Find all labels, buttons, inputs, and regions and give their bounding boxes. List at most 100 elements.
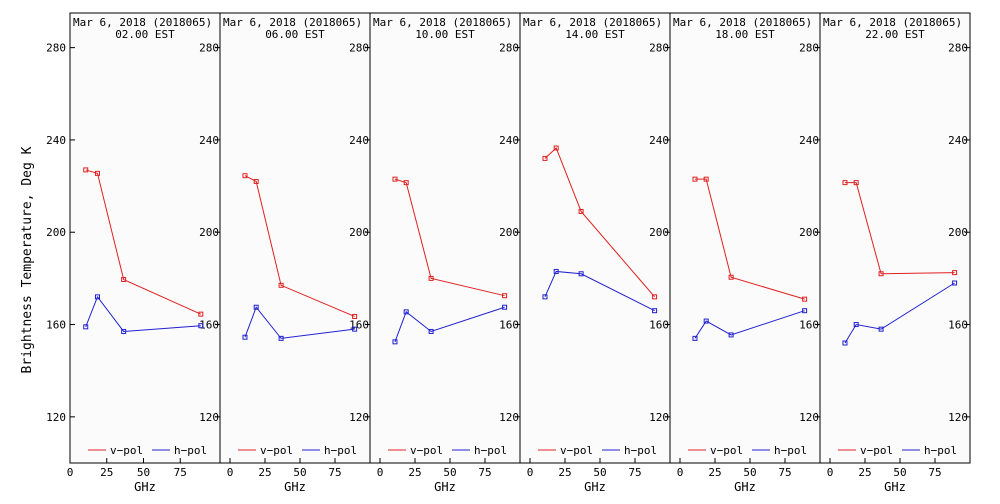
panel-5: Mar 6, 2018 (2018065)18.00 EST 120 160 200 2…: [669, 12, 821, 494]
y-tick-label: 160: [199, 319, 219, 332]
vpol-line: [85, 169, 202, 315]
hpol-line: [694, 310, 805, 339]
x-tick-label: 0: [67, 466, 74, 479]
y-axis-label: Brightness Temperature, Deg K: [20, 146, 35, 373]
x-tick-label: 0: [677, 466, 684, 479]
legend-vpol-label: v−pol: [410, 444, 443, 457]
x-axis-label: GHz: [884, 480, 906, 494]
y-tick-label: 200: [948, 226, 968, 239]
y-tick-label: 200: [46, 226, 66, 239]
y-tick-label: 280: [649, 42, 669, 55]
legend-vpol-label: v−pol: [260, 444, 293, 457]
vpol-point: [692, 176, 698, 182]
y-tick-label: 160: [46, 319, 66, 332]
x-tick-label: 75: [328, 466, 341, 479]
y-tick-label: 240: [499, 134, 519, 147]
y-tick-label: 200: [649, 226, 669, 239]
x-tick-label: 25: [858, 466, 871, 479]
y-tick-label: 240: [199, 134, 219, 147]
y-tick-label: 240: [349, 134, 369, 147]
legend-hpol-label: h−pol: [774, 444, 807, 457]
x-tick-label: 75: [778, 466, 791, 479]
hpol-point: [242, 334, 248, 340]
vpol-point: [842, 180, 848, 186]
panel-subtitle: 18.00 EST: [715, 28, 775, 41]
y-tick-label: 120: [799, 411, 819, 424]
vpol-point: [428, 275, 434, 281]
y-tick-label: 200: [499, 226, 519, 239]
panel-2: Mar 6, 2018 (2018065)06.00 EST 120 160 200 2…: [219, 12, 371, 494]
panel-6: Mar 6, 2018 (2018065)22.00 EST 120 160 200 2…: [819, 12, 971, 494]
panel-frame: [219, 12, 371, 464]
vpol-point: [853, 180, 859, 186]
hpol-line: [394, 306, 505, 343]
x-tick-label: 50: [893, 466, 906, 479]
hpol-point: [502, 304, 508, 310]
y-tick-label: 280: [948, 42, 968, 55]
y-tick-label: 280: [46, 42, 66, 55]
y-tick-label: 280: [349, 42, 369, 55]
panel-frame: [69, 12, 221, 464]
vpol-line: [244, 175, 355, 317]
x-axis-label: GHz: [284, 480, 306, 494]
legend-vpol-label: v−pol: [860, 444, 893, 457]
x-tick-label: 50: [743, 466, 756, 479]
x-tick-label: 0: [377, 466, 384, 479]
x-tick-label: 0: [827, 466, 834, 479]
hpol-point: [392, 339, 398, 345]
panel-title: Mar 6, 2018 (2018065): [673, 16, 812, 29]
vpol-point: [878, 271, 884, 277]
vpol-point: [703, 176, 709, 182]
panel-title: Mar 6, 2018 (2018065): [73, 16, 212, 29]
y-tick-label: 240: [799, 134, 819, 147]
hpol-line: [544, 270, 655, 312]
vpol-point: [121, 277, 127, 283]
x-tick-label: 75: [174, 466, 187, 479]
x-tick-label: 25: [558, 466, 571, 479]
hpol-point: [692, 335, 698, 341]
x-tick-label: 75: [478, 466, 491, 479]
hpol-point: [542, 294, 548, 300]
hpol-point: [802, 308, 808, 314]
vpol-point: [502, 293, 508, 299]
vpol-point: [94, 170, 100, 176]
panel-frame: [519, 12, 671, 464]
panel-title: Mar 6, 2018 (2018065): [823, 16, 962, 29]
panel-subtitle: 06.00 EST: [265, 28, 325, 41]
x-tick-label: 0: [227, 466, 234, 479]
y-tick-label: 240: [46, 134, 66, 147]
y-tick-label: 120: [948, 411, 968, 424]
vpol-point: [542, 155, 548, 161]
legend-hpol-label: h−pol: [174, 444, 207, 457]
hpol-line: [85, 295, 201, 332]
y-tick-label: 240: [649, 134, 669, 147]
y-tick-label: 160: [649, 319, 669, 332]
hpol-point: [853, 322, 859, 328]
vpol-point: [728, 274, 734, 280]
x-tick-label: 75: [928, 466, 941, 479]
y-tick-label: 200: [199, 226, 219, 239]
y-tick-label: 280: [799, 42, 819, 55]
panel-subtitle: 10.00 EST: [415, 28, 475, 41]
vpol-point: [952, 270, 958, 276]
panel-frame: [369, 12, 521, 464]
vpol-point: [553, 145, 559, 151]
x-axis-label: GHz: [434, 480, 456, 494]
y-tick-label: 160: [349, 319, 369, 332]
vpol-point: [403, 180, 409, 186]
vpol-point: [242, 173, 248, 179]
y-tick-label: 160: [499, 319, 519, 332]
panel-frame: [669, 12, 821, 464]
hpol-point: [403, 309, 409, 315]
hpol-point: [728, 332, 734, 338]
y-tick-label: 120: [46, 411, 66, 424]
hpol-point: [553, 268, 559, 274]
panel-frame: [819, 12, 971, 464]
legend-hpol-label: h−pol: [324, 444, 357, 457]
hpol-point: [652, 308, 658, 314]
hpol-point: [83, 324, 89, 330]
hpol-point: [578, 271, 584, 277]
hpol-point: [278, 335, 284, 341]
